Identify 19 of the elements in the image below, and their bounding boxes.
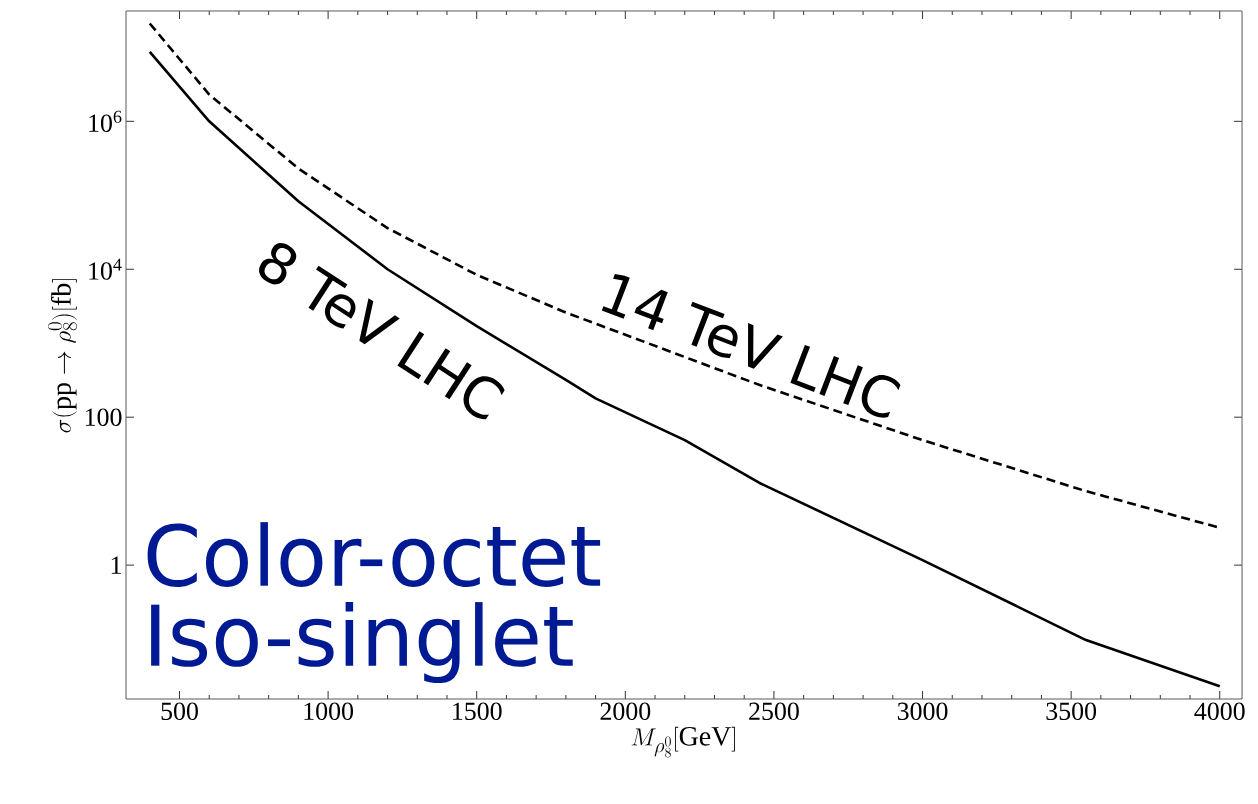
y-tick-label: 10$^{4}$: [89, 258, 122, 280]
x-tick-label: 500: [161, 702, 198, 720]
y-tick-label: 1: [111, 556, 121, 574]
x-tick-label: 1000: [304, 702, 354, 720]
x-tick-label: 4000: [1194, 702, 1245, 720]
y-tick-label: 100: [85, 408, 122, 426]
text: 14 TeV LHC: [601, 274, 901, 418]
x-axis-title: $M_{\rho_8^0}[\mathrm{GeV}]$: [631, 726, 735, 758]
y-tick-label: 10$^{6}$: [89, 110, 122, 132]
x-tick-label: 2500: [749, 702, 799, 720]
text: 8 TeV LHC: [259, 243, 505, 420]
x-tick-label: 3500: [1046, 702, 1097, 720]
y-axis-title: $\sigma(\mathrm{pp}\to\rho_8^0)[\mathrm{fb}]$: [47, 279, 78, 433]
annotation: Iso-singlet: [151, 602, 573, 684]
line-series: [148, 50, 1222, 688]
x-tick-label: 1500: [453, 702, 502, 720]
x-tick-label: 3000: [897, 702, 948, 720]
annotation: Color-octet: [147, 522, 601, 587]
x-tick-label: 2000: [600, 702, 651, 720]
